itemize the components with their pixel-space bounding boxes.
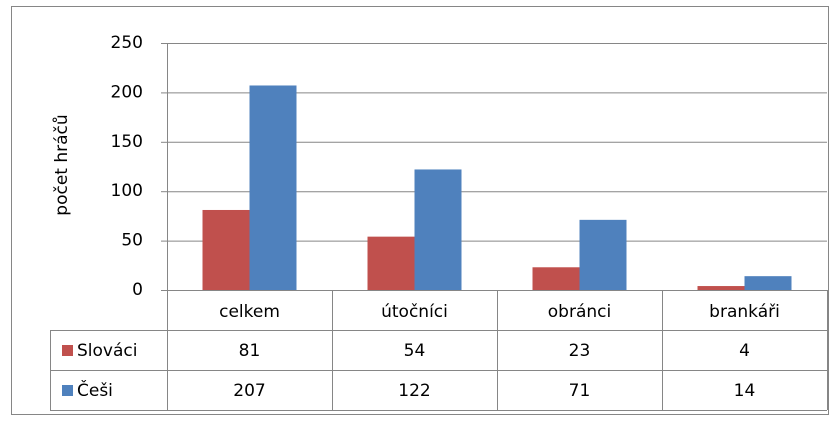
y-tick-label: 200 — [111, 82, 143, 102]
table-value: 81 — [239, 341, 261, 361]
table-value: 122 — [398, 381, 430, 401]
table-value: 71 — [569, 381, 591, 401]
y-tick-label: 50 — [121, 231, 143, 251]
table-value: 14 — [734, 381, 756, 401]
bar — [367, 236, 415, 290]
legend-label: Češi — [77, 379, 113, 401]
legend-key — [62, 385, 73, 396]
table-value: 4 — [739, 341, 750, 361]
y-tick-label: 0 — [132, 280, 143, 300]
bar — [414, 169, 462, 290]
bar — [697, 286, 745, 290]
y-tick-label: 100 — [111, 181, 143, 201]
bar — [532, 267, 580, 290]
x-tick-label: obránci — [548, 302, 611, 322]
table-value: 54 — [404, 341, 426, 361]
x-tick-label: brankáři — [709, 302, 780, 322]
bar — [249, 85, 297, 290]
table-value: 23 — [569, 341, 591, 361]
y-axis-label: počet hráčů — [52, 114, 72, 215]
legend-key — [62, 345, 73, 356]
bar — [744, 276, 792, 290]
chart-border — [11, 6, 829, 415]
y-tick-label: 250 — [111, 33, 143, 53]
legend-label: Slováci — [77, 341, 137, 361]
table-value: 207 — [233, 381, 265, 401]
bar — [579, 219, 627, 290]
bar — [202, 209, 250, 290]
y-tick-label: 150 — [111, 132, 143, 152]
x-tick-label: útočníci — [381, 302, 448, 322]
x-tick-label: celkem — [219, 302, 280, 322]
